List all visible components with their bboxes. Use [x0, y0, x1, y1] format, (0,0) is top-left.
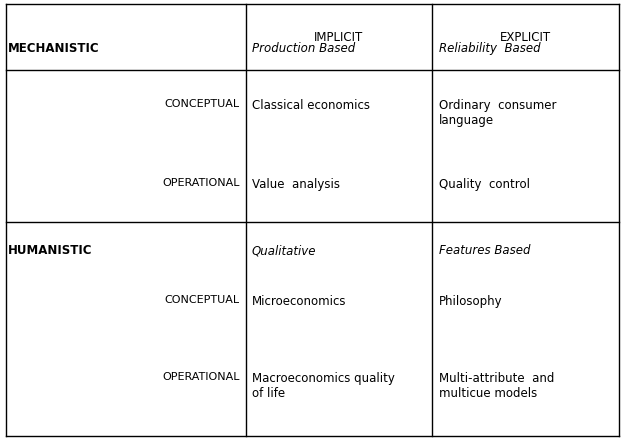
Text: Production Based: Production Based: [252, 42, 355, 55]
Text: Quality  control: Quality control: [439, 178, 529, 191]
Text: Classical economics: Classical economics: [252, 99, 370, 112]
Text: Ordinary  consumer
language: Ordinary consumer language: [439, 99, 556, 127]
Text: Multi-attribute  and
multicue models: Multi-attribute and multicue models: [439, 372, 554, 400]
Text: Value  analysis: Value analysis: [252, 178, 340, 191]
Text: Reliability  Based: Reliability Based: [439, 42, 540, 55]
Text: CONCEPTUAL: CONCEPTUAL: [164, 99, 239, 109]
Text: Microeconomics: Microeconomics: [252, 295, 346, 308]
Text: Features Based: Features Based: [439, 244, 530, 257]
Text: IMPLICIT: IMPLICIT: [314, 31, 364, 44]
Text: CONCEPTUAL: CONCEPTUAL: [164, 295, 239, 305]
Text: Macroeconomics quality
of life: Macroeconomics quality of life: [252, 372, 395, 400]
Text: OPERATIONAL: OPERATIONAL: [162, 178, 239, 188]
Text: OPERATIONAL: OPERATIONAL: [162, 372, 239, 382]
Text: Philosophy: Philosophy: [439, 295, 502, 308]
Text: HUMANISTIC: HUMANISTIC: [8, 244, 93, 257]
Text: MECHANISTIC: MECHANISTIC: [8, 42, 100, 55]
Text: Qualitative: Qualitative: [252, 244, 317, 257]
Text: EXPLICIT: EXPLICIT: [500, 31, 551, 44]
